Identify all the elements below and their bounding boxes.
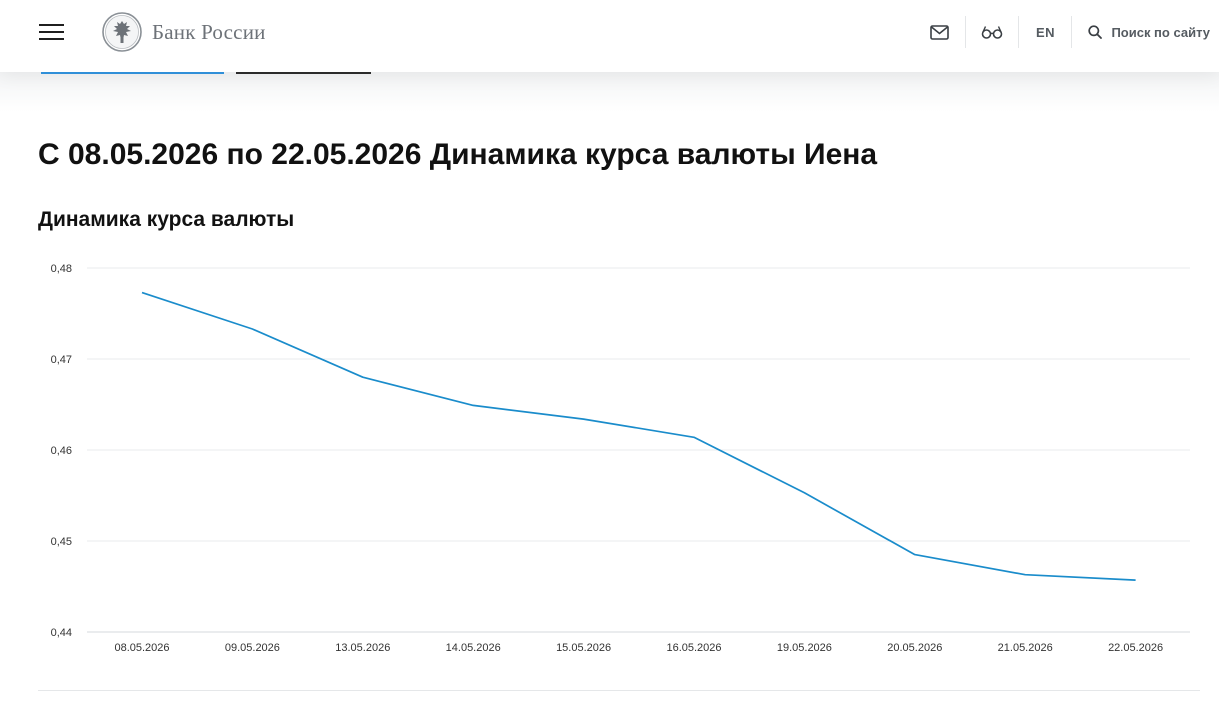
language-button[interactable]: EN xyxy=(1036,24,1055,40)
exchange-rate-chart: 0,44 0,45 0,46 0,47 0,48 08.05.2026 09.05.2026… xyxy=(51,263,1190,654)
logo[interactable]: Банк России xyxy=(102,12,266,52)
x-tick-label: 21.05.2026 xyxy=(998,642,1053,654)
x-tick-label: 15.05.2026 xyxy=(556,642,611,654)
y-tick-label: 0,44 xyxy=(51,627,72,639)
search-icon xyxy=(1088,25,1103,39)
data-point[interactable] xyxy=(1131,575,1141,585)
y-tick-label: 0,46 xyxy=(51,445,72,457)
site-header: Банк России EN Поиск по сайту xyxy=(0,0,1219,72)
y-tick-label: 0,48 xyxy=(51,263,72,275)
y-tick-label: 0,47 xyxy=(51,354,72,366)
tab-indicator[interactable] xyxy=(236,72,371,74)
data-point[interactable] xyxy=(247,324,257,334)
logo-text: Банк России xyxy=(152,19,266,44)
data-point[interactable] xyxy=(468,400,478,410)
x-tick-label: 19.05.2026 xyxy=(777,642,832,654)
accessibility-button[interactable] xyxy=(966,16,1018,48)
y-tick-label: 0,45 xyxy=(51,536,72,548)
glasses-icon xyxy=(982,26,1003,39)
x-tick-label: 13.05.2026 xyxy=(335,642,390,654)
data-point[interactable] xyxy=(137,288,147,298)
header-divider xyxy=(965,16,967,48)
x-tick-label: 08.05.2026 xyxy=(114,642,169,654)
search-label: Поиск по сайту xyxy=(1111,24,1210,40)
chart-title: Динамика курса валюты xyxy=(38,208,295,231)
header-divider xyxy=(1018,16,1020,48)
bottom-divider xyxy=(38,690,1200,691)
header-actions: EN Поиск по сайту xyxy=(913,16,1219,48)
x-tick-label: 14.05.2026 xyxy=(446,642,501,654)
eagle-emblem-icon xyxy=(102,12,142,52)
menu-icon[interactable] xyxy=(39,23,64,41)
data-point[interactable] xyxy=(689,432,699,442)
header-shadow xyxy=(0,72,1219,112)
x-tick-label: 09.05.2026 xyxy=(225,642,280,654)
data-point[interactable] xyxy=(1020,570,1030,580)
page-title: С 08.05.2026 по 22.05.2026 Динамика курс… xyxy=(38,138,878,171)
data-point[interactable] xyxy=(579,414,589,424)
data-point[interactable] xyxy=(910,550,920,560)
header-divider xyxy=(1071,16,1073,48)
tab-indicator-active[interactable] xyxy=(41,72,224,74)
series-line[interactable] xyxy=(141,291,1136,581)
search-button[interactable]: Поиск по сайту xyxy=(1072,16,1219,48)
x-tick-label: 16.05.2026 xyxy=(666,642,721,654)
data-point[interactable] xyxy=(799,488,809,498)
data-point[interactable] xyxy=(358,372,368,382)
mail-button[interactable] xyxy=(913,16,965,48)
x-tick-label: 20.05.2026 xyxy=(887,642,942,654)
mail-icon xyxy=(930,24,949,40)
x-tick-label: 22.05.2026 xyxy=(1108,642,1163,654)
